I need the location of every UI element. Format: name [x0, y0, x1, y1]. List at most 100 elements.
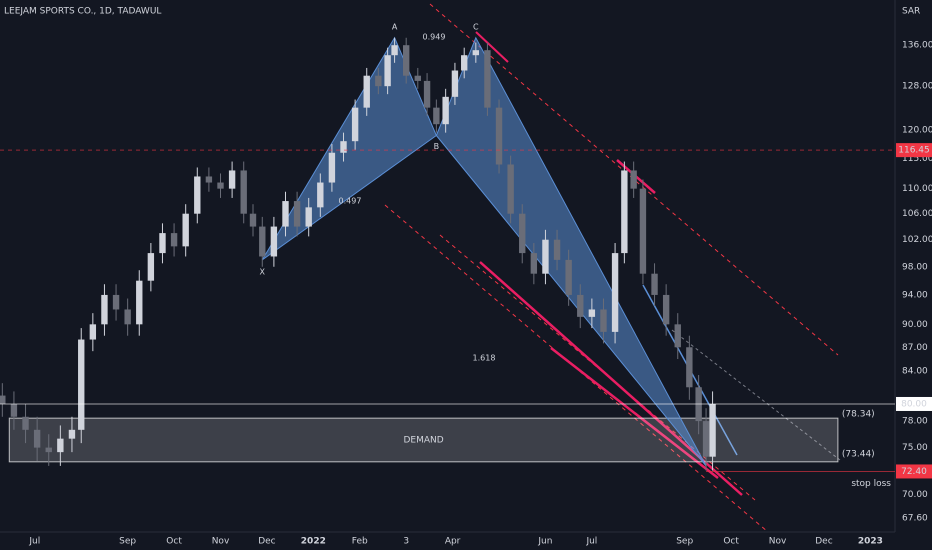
candle-body — [101, 294, 108, 325]
candle-body — [293, 201, 301, 227]
candle-body — [182, 213, 189, 247]
y-tick-label: 136.00 — [902, 41, 932, 51]
x-tick-label: Sep — [676, 537, 693, 547]
y-tick-label: 106.00 — [902, 209, 932, 219]
y-tick-label: 87.00 — [902, 343, 928, 353]
y-tick-label: 120.00 — [902, 125, 932, 135]
x-tick-label: Dec — [258, 537, 275, 547]
candle-body — [363, 75, 370, 108]
candle-body — [621, 170, 628, 254]
pattern-point-label: B — [434, 142, 440, 151]
candle-body — [205, 176, 213, 183]
pattern-point-label: A — [392, 22, 398, 31]
candle-body — [495, 107, 503, 165]
candle-body — [630, 170, 637, 189]
y-tick-label: 70.00 — [902, 490, 928, 500]
candle-body — [228, 170, 236, 189]
pattern-point-label: C — [473, 22, 479, 31]
candle-body — [112, 294, 120, 310]
y-tick-label: 84.00 — [902, 366, 928, 376]
x-tick-label: Sep — [119, 537, 136, 547]
candle-body — [611, 253, 619, 332]
y-tick-label: 67.60 — [902, 513, 928, 523]
candle-body — [414, 75, 421, 81]
candle-body — [662, 294, 670, 325]
candle-body — [530, 253, 538, 274]
candle-body — [259, 226, 266, 257]
price-badge-label: 116.45 — [898, 146, 930, 156]
x-tick-label: Jun — [537, 537, 552, 547]
x-tick-label: 2022 — [301, 537, 326, 547]
candle-body — [375, 75, 382, 87]
candle-body — [10, 403, 18, 417]
x-tick-label: Oct — [723, 537, 739, 547]
zone-low-label: (73.44) — [842, 449, 875, 459]
channel-line — [475, 31, 509, 63]
candle-body — [402, 45, 410, 76]
candle-body — [600, 309, 607, 332]
price-line-text: stop loss — [851, 479, 891, 489]
price-badge — [896, 464, 932, 479]
candle-body — [45, 447, 52, 453]
channel-line — [550, 347, 719, 479]
candle-body — [159, 233, 166, 254]
y-tick-label: 128.00 — [902, 82, 932, 92]
candle-body — [68, 429, 76, 439]
x-tick-label: Nov — [769, 537, 787, 547]
candle-body — [507, 164, 514, 214]
candle-body — [709, 403, 716, 457]
candle-body — [282, 201, 289, 227]
candle-body — [270, 226, 278, 257]
candle-body — [89, 324, 97, 340]
candle-body — [472, 50, 480, 56]
candle-body — [305, 207, 312, 227]
price-badge — [896, 143, 932, 158]
candle-body — [22, 416, 29, 430]
pattern-point-label: X — [260, 267, 266, 276]
candle-body — [674, 324, 681, 348]
pattern-xab — [261, 36, 437, 261]
y-tick-label: 115.00 — [902, 154, 932, 164]
candle-body — [639, 188, 647, 274]
candle-body — [240, 170, 247, 214]
candle-body — [384, 55, 391, 87]
candle-body — [147, 253, 155, 281]
candle-body — [651, 273, 658, 295]
x-tick-label: Jul — [585, 537, 597, 547]
zone-high-label: (78.34) — [842, 410, 875, 420]
candle-body — [461, 55, 468, 71]
pattern-ratio: 1.618 — [473, 354, 496, 363]
candle-body — [442, 96, 449, 125]
price-badge-label: 72.40 — [901, 467, 927, 477]
candle-body — [57, 438, 64, 453]
candle-body — [124, 309, 131, 325]
candle-body — [317, 182, 324, 208]
x-tick-label: Dec — [815, 537, 832, 547]
price-badge-label: 80.00 — [901, 399, 927, 409]
candle-body — [565, 259, 572, 295]
candle-body — [0, 395, 6, 404]
candle-body — [136, 280, 143, 325]
x-tick-label: Feb — [352, 537, 368, 547]
candle-body — [33, 429, 41, 448]
candle-body — [519, 213, 526, 254]
y-tick-label: 102.00 — [902, 235, 932, 245]
x-tick-label: Apr — [445, 537, 461, 547]
candle-body — [702, 421, 710, 457]
candle-body — [423, 80, 431, 108]
header-title: LEEJAM SPORTS CO., 1D, TADAWUL — [4, 7, 161, 17]
candle-body — [542, 239, 549, 274]
zone-label: DEMAND — [403, 435, 443, 445]
candle-body — [194, 176, 201, 214]
candle-body — [340, 141, 347, 153]
candle-body — [553, 239, 561, 260]
candle-body — [328, 152, 336, 183]
candle-body — [577, 294, 584, 317]
x-tick-label: Jul — [28, 537, 40, 547]
candle-body — [391, 45, 398, 56]
y-tick-label: 90.00 — [902, 320, 928, 330]
x-tick-label: 3 — [403, 537, 409, 547]
pattern-ratio: 0.497 — [339, 197, 362, 206]
y-tick-label: 110.00 — [902, 184, 932, 194]
candle-body — [686, 347, 693, 388]
